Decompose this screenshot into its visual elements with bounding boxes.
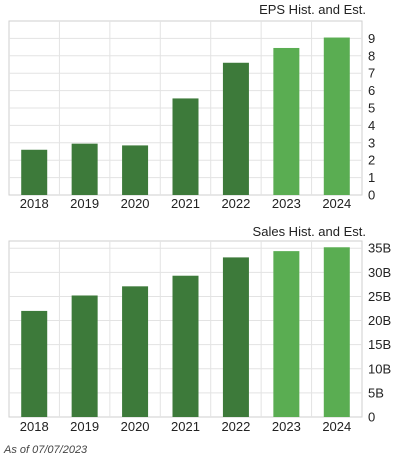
sales-chart-panel: Sales Hist. and Est. 0 5B 10B 15B 20B 25B 30B 3… [0,220,401,440]
sales-bar-2018 [21,310,48,417]
eps-y-tick-label: 7 [368,66,375,81]
eps-bar-2019 [71,143,98,195]
sales-y-tick-label: 5B [368,385,384,400]
eps-chart: 0 1 2 3 4 5 6 7 8 9 2018 2019 2020 2021 2022 2023 2024 [8,20,375,211]
sales-y-tick-label: 25B [368,289,391,304]
sales-bar-2021 [172,275,199,417]
sales-bar-2023 [273,251,300,417]
eps-bar-2018 [21,149,48,195]
sales-x-tick-label: 2024 [322,419,351,434]
sales-chart-title: Sales Hist. and Est. [252,224,366,239]
eps-x-tick-label: 2024 [322,196,351,211]
eps-bar-2023 [273,47,300,195]
eps-y-tick-label: 1 [368,170,375,185]
eps-y-tick-label: 9 [368,31,375,46]
sales-y-tick-label: 0 [368,410,375,425]
sales-bar-2020 [122,286,149,417]
eps-x-tick-label: 2019 [70,196,99,211]
eps-x-tick-label: 2022 [221,196,250,211]
eps-chart-title: EPS Hist. and Est. [259,2,366,17]
eps-bar-2022 [222,62,249,196]
as-of-date: As of 07/07/2023 [4,444,88,456]
eps-y-tick-label: 3 [368,135,375,150]
sales-x-tick-label: 2022 [221,419,250,434]
eps-y-tick-label: 2 [368,153,375,168]
sales-bar-2022 [222,257,249,417]
sales-x-tick-label: 2020 [121,419,150,434]
eps-y-tick-label: 8 [368,48,375,63]
sales-bar-2024 [323,247,350,417]
eps-y-tick-label: 5 [368,101,375,116]
eps-bar-2024 [323,37,350,195]
eps-y-tick-label: 4 [368,118,375,133]
sales-y-tick-label: 35B [368,241,391,256]
eps-x-tick-label: 2023 [272,196,301,211]
sales-x-tick-label: 2019 [70,419,99,434]
sales-y-tick-label: 30B [368,265,391,280]
sales-y-tick-label: 20B [368,313,391,328]
sales-y-tick-label: 15B [368,337,391,352]
sales-chart: 0 5B 10B 15B 20B 25B 30B 35B 2018 2019 2020 2021 202… [8,240,391,434]
sales-x-tick-label: 2023 [272,419,301,434]
sales-x-tick-label: 2018 [20,419,49,434]
eps-x-tick-label: 2018 [20,196,49,211]
sales-bar-2019 [71,295,98,417]
sales-x-tick-label: 2021 [171,419,200,434]
eps-bar-2021 [172,98,199,195]
eps-bar-2020 [122,145,149,195]
eps-x-tick-label: 2021 [171,196,200,211]
eps-x-tick-label: 2020 [121,196,150,211]
sales-y-tick-label: 10B [368,361,391,376]
eps-y-tick-label: 6 [368,83,375,98]
eps-chart-panel: EPS Hist. and Est. 0 1 2 3 4 5 6 7 8 9 2018 2019 202… [0,0,401,220]
eps-y-tick-label: 0 [368,188,375,203]
